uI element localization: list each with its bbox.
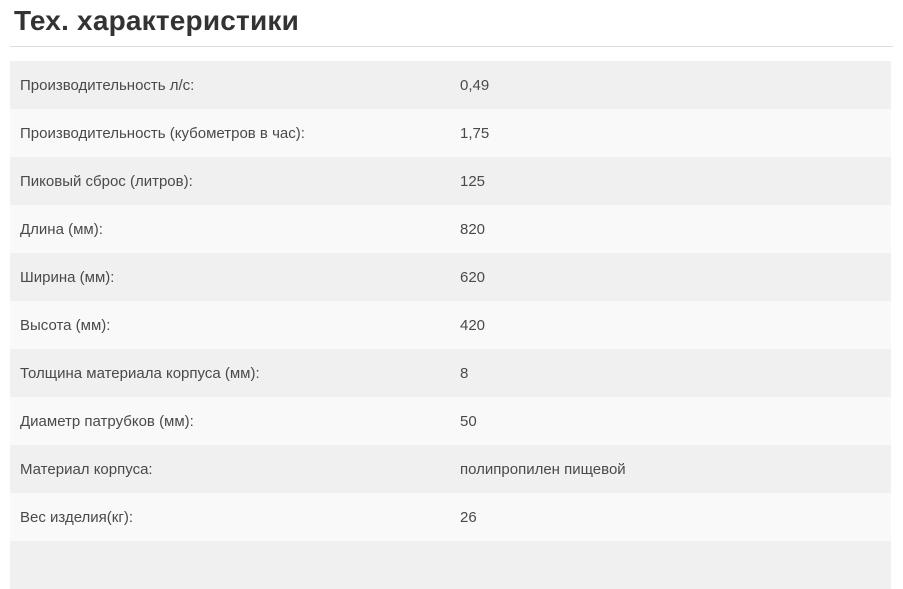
spec-label: Толщина материала корпуса (мм): xyxy=(20,364,260,382)
page-title: Тех. характеристики xyxy=(14,5,300,36)
spec-value: 820 xyxy=(460,220,486,238)
table-row: Длина (мм): 820 xyxy=(10,205,891,254)
table-row: Материал корпуса: полипропилен пищевой xyxy=(10,445,891,494)
spec-value: 620 xyxy=(460,268,486,286)
table-row: Производительность л/с: 0,49 xyxy=(10,61,891,110)
table-row: Толщина материала корпуса (мм): 8 xyxy=(10,349,891,398)
spec-value: 26 xyxy=(460,508,477,526)
spec-value: 0,49 xyxy=(460,76,490,94)
table-row: Пиковый сброс (литров): 125 xyxy=(10,157,891,206)
table-row: Диаметр патрубков (мм): 50 xyxy=(10,397,891,446)
spec-label: Диаметр патрубков (мм): xyxy=(20,412,194,430)
spec-label: Материал корпуса: xyxy=(20,460,153,478)
spec-label: Вес изделия(кг): xyxy=(20,508,133,526)
spec-value: 420 xyxy=(460,316,486,334)
title-divider xyxy=(10,46,893,48)
table-row: Высота (мм): 420 xyxy=(10,301,891,350)
spec-label: Ширина (мм): xyxy=(20,268,115,286)
spec-value: 1,75 xyxy=(460,124,490,142)
spec-label: Высота (мм): xyxy=(20,316,111,334)
spec-label: Пиковый сброс (литров): xyxy=(20,172,193,190)
table-row: Вес изделия(кг): 26 xyxy=(10,493,891,542)
spec-label: Производительность л/с: xyxy=(20,76,195,94)
spec-value: 125 xyxy=(460,172,486,190)
spec-label: Длина (мм): xyxy=(20,220,103,238)
spec-value: 50 xyxy=(460,412,477,430)
spec-value: 8 xyxy=(460,364,469,382)
table-row-partial xyxy=(10,541,891,589)
table-row: Ширина (мм): 620 xyxy=(10,253,891,302)
spec-label: Производительность (кубометров в час): xyxy=(20,124,305,142)
table-row: Производительность (кубометров в час): 1,… xyxy=(10,109,891,158)
spec-value: полипропилен пищевой xyxy=(460,460,626,478)
spec-table: Производительность л/с: 0,49 Производитель… xyxy=(10,61,891,589)
